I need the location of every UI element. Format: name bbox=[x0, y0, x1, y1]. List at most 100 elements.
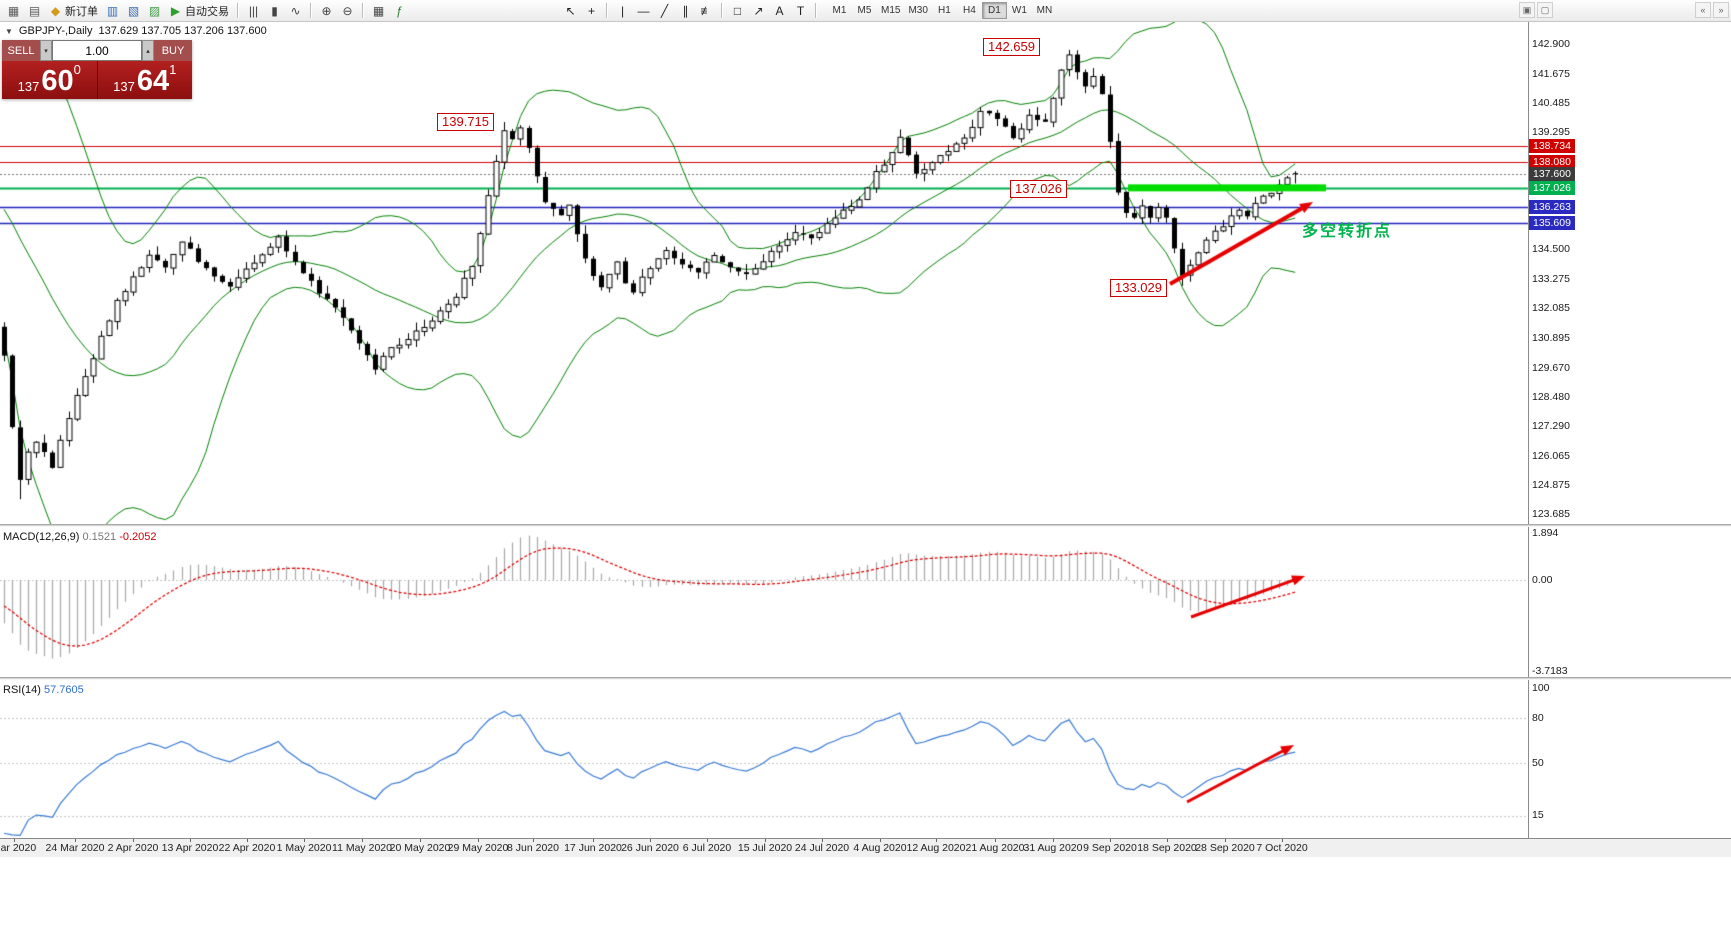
annotation-text[interactable]: 多空转折点 bbox=[1302, 223, 1393, 240]
time-axis-label: 20 May 2020 bbox=[389, 842, 451, 854]
time-axis-tick bbox=[1282, 839, 1283, 842]
time-axis-label: 24 Jul 2020 bbox=[794, 842, 850, 854]
price-axis-label: 133.275 bbox=[1532, 273, 1570, 286]
volume-input[interactable] bbox=[52, 40, 142, 61]
chart-ohlc-values: 137.629 137.705 137.206 137.600 bbox=[98, 25, 267, 37]
price-axis-label: 123.685 bbox=[1532, 508, 1570, 521]
panel-resize-handle-macd[interactable] bbox=[0, 524, 1731, 527]
data-window-icon: ▧ bbox=[127, 3, 140, 18]
toolbar-button-group: ▦ ▤ ◆ 新订单 ▥ ▧ ▨ ▶ 自动交易 ||| ▮ ∿ ⊕ ⊖ ▦ ƒ ↖ + | — ╱ ∥ ≢ □ ↗ A T bbox=[3, 0, 821, 21]
timeframe-mn-button[interactable]: MN bbox=[1032, 2, 1057, 19]
time-axis-label: 9 Sep 2020 bbox=[1083, 842, 1137, 854]
toolbar-overflow-left-button[interactable]: « bbox=[1695, 2, 1711, 18]
rsi-axis-label: 80 bbox=[1532, 711, 1544, 724]
profiles-icon: ▤ bbox=[28, 3, 41, 18]
price-axis-tag: 138.734 bbox=[1529, 139, 1575, 154]
volume-increase-button[interactable]: ▴ bbox=[142, 40, 154, 61]
data-window-button[interactable]: ▧ bbox=[123, 2, 144, 20]
buy-price-major: 137 bbox=[113, 79, 135, 94]
label-button[interactable]: T bbox=[790, 2, 811, 20]
sell-price-display[interactable]: 137 60 0 bbox=[2, 61, 97, 99]
price-callout-label[interactable]: 139.715 bbox=[437, 113, 494, 131]
time-axis-tick bbox=[995, 839, 996, 842]
price-axis-label: 126.065 bbox=[1532, 449, 1570, 462]
trade-panel-controls: SELL ▾ ▴ BUY bbox=[2, 40, 192, 61]
price-callout-label[interactable]: 142.659 bbox=[983, 38, 1040, 56]
new-order-button[interactable]: ◆ 新订单 bbox=[45, 2, 102, 20]
navigator-button[interactable]: ▨ bbox=[144, 2, 165, 20]
price-axis-tag: 137.600 bbox=[1529, 166, 1575, 181]
timeframe-m1-button[interactable]: M1 bbox=[827, 2, 852, 19]
toolbar-separator bbox=[237, 3, 239, 18]
new-chart-button[interactable]: ▦ bbox=[3, 2, 24, 20]
text-button[interactable]: A bbox=[769, 2, 790, 20]
time-axis-label: 29 May 2020 bbox=[447, 842, 509, 854]
toolbar-separator bbox=[606, 3, 608, 18]
price-axis-label: 127.290 bbox=[1532, 419, 1570, 432]
channel-button[interactable]: ∥ bbox=[675, 2, 696, 20]
timeframe-h4-button[interactable]: H4 bbox=[957, 2, 982, 19]
timeframe-h1-button[interactable]: H1 bbox=[932, 2, 957, 19]
toolbar-window-button-2[interactable]: ▢ bbox=[1537, 2, 1553, 18]
horizontal-line-button[interactable]: — bbox=[633, 2, 654, 20]
buy-price-display[interactable]: 137 64 1 bbox=[98, 61, 193, 99]
tile-windows-button[interactable]: ▦ bbox=[368, 2, 389, 20]
shapes-button[interactable]: □ bbox=[727, 2, 748, 20]
buy-price-pips: 64 bbox=[136, 65, 170, 97]
line-chart-icon: ∿ bbox=[290, 3, 301, 18]
time-axis-tick bbox=[190, 839, 191, 842]
timeframe-m5-button[interactable]: M5 bbox=[852, 2, 877, 19]
toolbar-overflow-right-button[interactable]: » bbox=[1713, 2, 1729, 18]
channel-icon: ∥ bbox=[682, 3, 689, 18]
time-axis-tick bbox=[822, 839, 823, 842]
time-axis-label: 31 Aug 2020 bbox=[1023, 842, 1083, 854]
market-watch-button[interactable]: ▥ bbox=[102, 2, 123, 20]
time-axis-label: 26 Jun 2020 bbox=[621, 842, 679, 854]
zoom-out-icon: ⊖ bbox=[342, 3, 353, 18]
toolbar-separator bbox=[362, 3, 364, 18]
indicators-button[interactable]: ƒ bbox=[389, 2, 410, 20]
main-price-chart[interactable] bbox=[0, 22, 1731, 524]
rsi-axis-label: 15 bbox=[1532, 809, 1544, 821]
arrows-button[interactable]: ↗ bbox=[748, 2, 769, 20]
profiles-button[interactable]: ▤ bbox=[24, 2, 45, 20]
volume-decrease-button[interactable]: ▾ bbox=[40, 40, 52, 61]
fibonacci-button[interactable]: ≢ bbox=[696, 2, 717, 20]
timeframe-m30-button[interactable]: M30 bbox=[904, 2, 931, 19]
price-callout-label[interactable]: 137.026 bbox=[1010, 180, 1067, 198]
rsi-axis-label: 50 bbox=[1532, 756, 1544, 769]
trendline-button[interactable]: ╱ bbox=[654, 2, 675, 20]
label-icon: T bbox=[796, 3, 805, 18]
time-axis-tick bbox=[247, 839, 248, 842]
buy-button[interactable]: BUY bbox=[154, 40, 192, 61]
timeframe-d1-button[interactable]: D1 bbox=[981, 2, 1007, 19]
price-axis-tag: 136.263 bbox=[1529, 199, 1575, 214]
panel-resize-handle-rsi[interactable] bbox=[0, 677, 1731, 680]
chart-info-line: ▼ GBPJPY-,Daily 137.629 137.705 137.206 … bbox=[5, 25, 267, 37]
toolbar-window-button-1[interactable]: ▣ bbox=[1519, 2, 1535, 18]
crosshair-icon: + bbox=[587, 3, 595, 18]
sell-price-pips: 60 bbox=[41, 65, 74, 97]
vertical-line-button[interactable]: | bbox=[612, 2, 633, 20]
new-chart-icon: ▦ bbox=[7, 3, 20, 18]
sell-button[interactable]: SELL bbox=[2, 40, 40, 61]
line-chart-button[interactable]: ∿ bbox=[285, 2, 306, 20]
candlestick-chart-button[interactable]: ▮ bbox=[264, 2, 285, 20]
zoom-in-button[interactable]: ⊕ bbox=[316, 2, 337, 20]
timeframe-m15-button[interactable]: M15 bbox=[877, 2, 904, 19]
zoom-in-icon: ⊕ bbox=[321, 3, 332, 18]
time-axis-label: 1 May 2020 bbox=[276, 842, 332, 854]
macd-indicator-chart[interactable] bbox=[0, 527, 1731, 677]
horizontal-line-icon: — bbox=[637, 3, 650, 18]
cursor-button[interactable]: ↖ bbox=[560, 2, 581, 20]
autotrading-button[interactable]: ▶ 自动交易 bbox=[165, 2, 233, 20]
zoom-out-button[interactable]: ⊖ bbox=[337, 2, 358, 20]
ohlc-bars-button[interactable]: ||| bbox=[243, 2, 264, 20]
timeframe-w1-button[interactable]: W1 bbox=[1007, 2, 1032, 19]
macd-axis-label: -3.7183 bbox=[1532, 664, 1568, 677]
rsi-indicator-chart[interactable] bbox=[0, 680, 1731, 838]
crosshair-button[interactable]: + bbox=[581, 2, 602, 20]
price-callout-label[interactable]: 133.029 bbox=[1110, 279, 1167, 297]
